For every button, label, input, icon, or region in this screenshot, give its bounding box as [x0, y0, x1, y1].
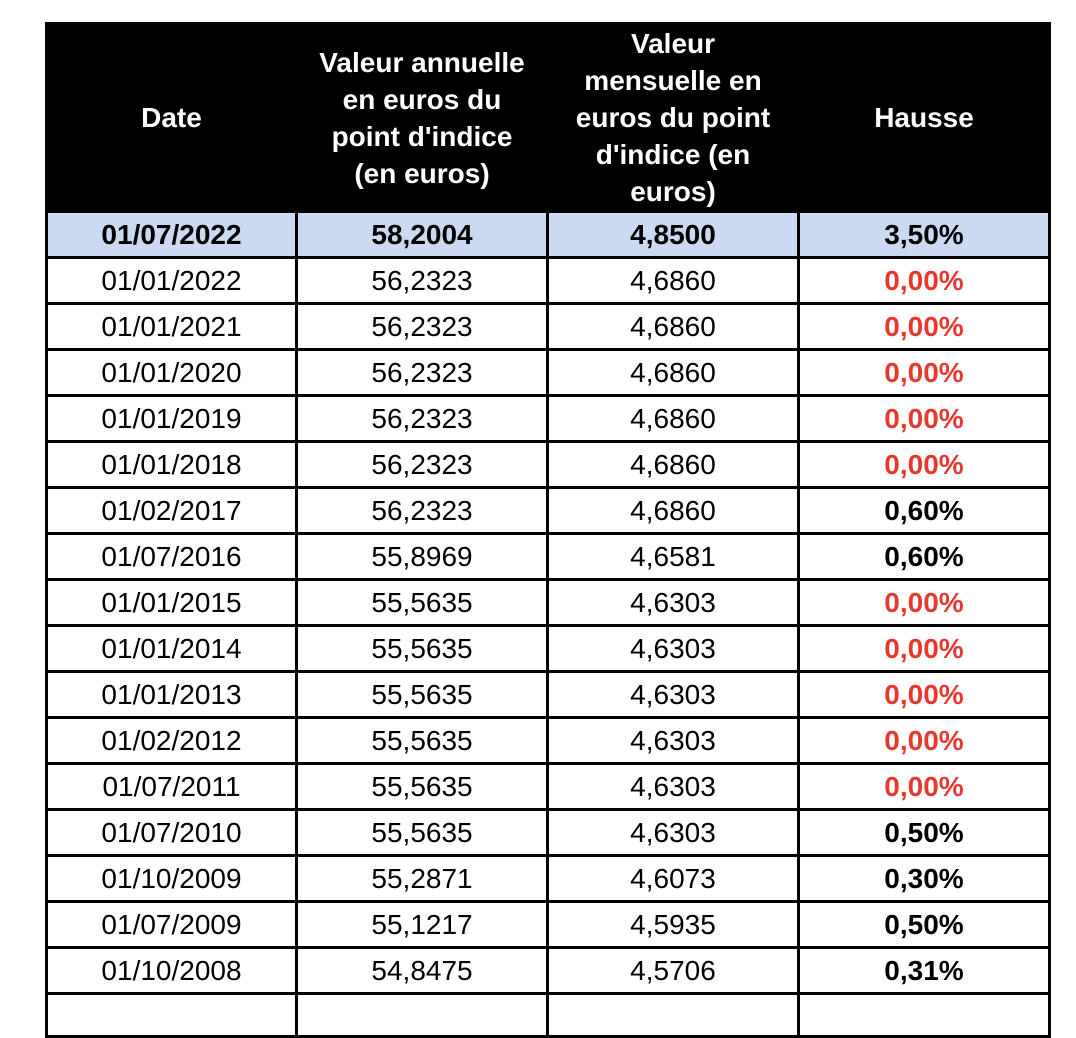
date-cell: 01/01/2014 [45, 624, 298, 673]
monthly-value-cell: 4,5935 [546, 900, 800, 949]
table-header: Date Valeur annuelle en euros du point d… [45, 22, 1051, 213]
annual-value-cell: 55,5635 [295, 808, 549, 857]
annual-value-cell: 55,5635 [295, 578, 549, 627]
date-cell: 01/07/2010 [45, 808, 298, 857]
monthly-value-cell: 4,6303 [546, 578, 800, 627]
annual-value-cell: 56,2323 [295, 440, 549, 489]
hausse-cell: 0,00% [797, 302, 1051, 351]
hausse-cell: 0,00% [797, 256, 1051, 305]
table-row: 01/01/2015 55,5635 4,6303 0,00% [45, 578, 1051, 627]
hausse-cell: 0,00% [797, 440, 1051, 489]
hausse-cell: 0,30% [797, 854, 1051, 903]
table-row: 01/01/2014 55,5635 4,6303 0,00% [45, 624, 1051, 673]
annual-value-cell: 55,5635 [295, 762, 549, 811]
table-row: 01/07/2022 58,2004 4,8500 3,50% [45, 210, 1051, 259]
date-cell: 01/01/2018 [45, 440, 298, 489]
hausse-cell: 0,31% [797, 946, 1051, 995]
monthly-value-cell: 4,6303 [546, 808, 800, 857]
date-cell: 01/07/2022 [45, 210, 298, 259]
table-row: 01/07/2010 55,5635 4,6303 0,50% [45, 808, 1051, 857]
annual-value-cell: 55,5635 [295, 624, 549, 673]
monthly-value-cell: 4,6073 [546, 854, 800, 903]
table-row: 01/02/2012 55,5635 4,6303 0,00% [45, 716, 1051, 765]
monthly-value-cell: 4,6303 [546, 624, 800, 673]
table-row: 01/01/2022 56,2323 4,6860 0,00% [45, 256, 1051, 305]
monthly-value-cell: 4,6303 [546, 670, 800, 719]
hausse-cell: 0,00% [797, 624, 1051, 673]
hausse-cell: 0,60% [797, 532, 1051, 581]
hausse-cell: 0,00% [797, 348, 1051, 397]
monthly-value-cell: 4,6860 [546, 256, 800, 305]
monthly-value-cell: 4,6860 [546, 394, 800, 443]
annual-value-cell: 55,2871 [295, 854, 549, 903]
annual-value-cell: 55,5635 [295, 716, 549, 765]
column-header-date: Date [45, 22, 298, 213]
date-cell: 01/07/2016 [45, 532, 298, 581]
column-header-monthly-value: Valeur mensuelle en euros du point d'ind… [546, 22, 800, 213]
table-row: 01/01/2013 55,5635 4,6303 0,00% [45, 670, 1051, 719]
monthly-value-cell: 4,6860 [546, 486, 800, 535]
hausse-cell: 3,50% [797, 210, 1051, 259]
hausse-cell: 0,00% [797, 394, 1051, 443]
table-row: 01/02/2017 56,2323 4,6860 0,60% [45, 486, 1051, 535]
date-cell: 01/01/2020 [45, 348, 298, 397]
annual-value-cell: 56,2323 [295, 302, 549, 351]
date-cell: 01/01/2019 [45, 394, 298, 443]
table-body: 01/07/2022 58,2004 4,8500 3,50% 01/01/2022 56… [45, 210, 1051, 1038]
monthly-value-cell: 4,6860 [546, 348, 800, 397]
hausse-cell: 0,60% [797, 486, 1051, 535]
table-row: 01/07/2011 55,5635 4,6303 0,00% [45, 762, 1051, 811]
table-row: 01/07/2016 55,8969 4,6581 0,60% [45, 532, 1051, 581]
column-header-hausse: Hausse [797, 22, 1051, 213]
annual-value-cell: 58,2004 [295, 210, 549, 259]
date-cell: 01/01/2013 [45, 670, 298, 719]
annual-value-cell: 55,1217 [295, 900, 549, 949]
table-row: 01/01/2020 56,2323 4,6860 0,00% [45, 348, 1051, 397]
annual-value-cell: 55,5635 [295, 670, 549, 719]
annual-value-cell: 56,2323 [295, 348, 549, 397]
hausse-cell: 0,00% [797, 762, 1051, 811]
annual-value-cell: 56,2323 [295, 256, 549, 305]
hausse-cell: 0,00% [797, 670, 1051, 719]
monthly-value-cell: 4,8500 [546, 210, 800, 259]
hausse-cell: 0,00% [797, 578, 1051, 627]
index-point-table-container: Date Valeur annuelle en euros du point d… [45, 22, 1051, 1038]
monthly-value-cell: 4,6860 [546, 440, 800, 489]
table-row: 01/10/2009 55,2871 4,6073 0,30% [45, 854, 1051, 903]
table-row: 01/07/2009 55,1217 4,5935 0,50% [45, 900, 1051, 949]
date-cell: 01/10/2008 [45, 946, 298, 995]
annual-value-cell: 56,2323 [295, 486, 549, 535]
annual-value-cell: 56,2323 [295, 394, 549, 443]
monthly-value-cell: 4,6860 [546, 302, 800, 351]
table-row: 01/01/2018 56,2323 4,6860 0,00% [45, 440, 1051, 489]
annual-value-cell: 55,8969 [295, 532, 549, 581]
date-cell: 01/01/2022 [45, 256, 298, 305]
table-row: 01/01/2019 56,2323 4,6860 0,00% [45, 394, 1051, 443]
table-row: 01/10/2008 54,8475 4,5706 0,31% [45, 946, 1051, 995]
column-header-annual-value: Valeur annuelle en euros du point d'indi… [295, 22, 549, 213]
monthly-value-cell: 4,5706 [546, 946, 800, 995]
hausse-cell: 0,00% [797, 716, 1051, 765]
date-cell: 01/10/2009 [45, 854, 298, 903]
header-row: Date Valeur annuelle en euros du point d… [45, 22, 1051, 213]
monthly-value-cell: 4,6581 [546, 532, 800, 581]
date-cell: 01/02/2017 [45, 486, 298, 535]
date-cell: 01/02/2012 [45, 716, 298, 765]
monthly-value-cell: 4,6303 [546, 762, 800, 811]
index-point-table: Date Valeur annuelle en euros du point d… [45, 22, 1051, 1038]
annual-value-cell: 54,8475 [295, 946, 549, 995]
monthly-value-cell: 4,6303 [546, 716, 800, 765]
date-cell: 01/01/2021 [45, 302, 298, 351]
date-cell: 01/07/2011 [45, 762, 298, 811]
date-cell: 01/01/2015 [45, 578, 298, 627]
table-row: 01/01/2021 56,2323 4,6860 0,00% [45, 302, 1051, 351]
hausse-cell: 0,50% [797, 808, 1051, 857]
hausse-cell: 0,50% [797, 900, 1051, 949]
date-cell: 01/07/2009 [45, 900, 298, 949]
